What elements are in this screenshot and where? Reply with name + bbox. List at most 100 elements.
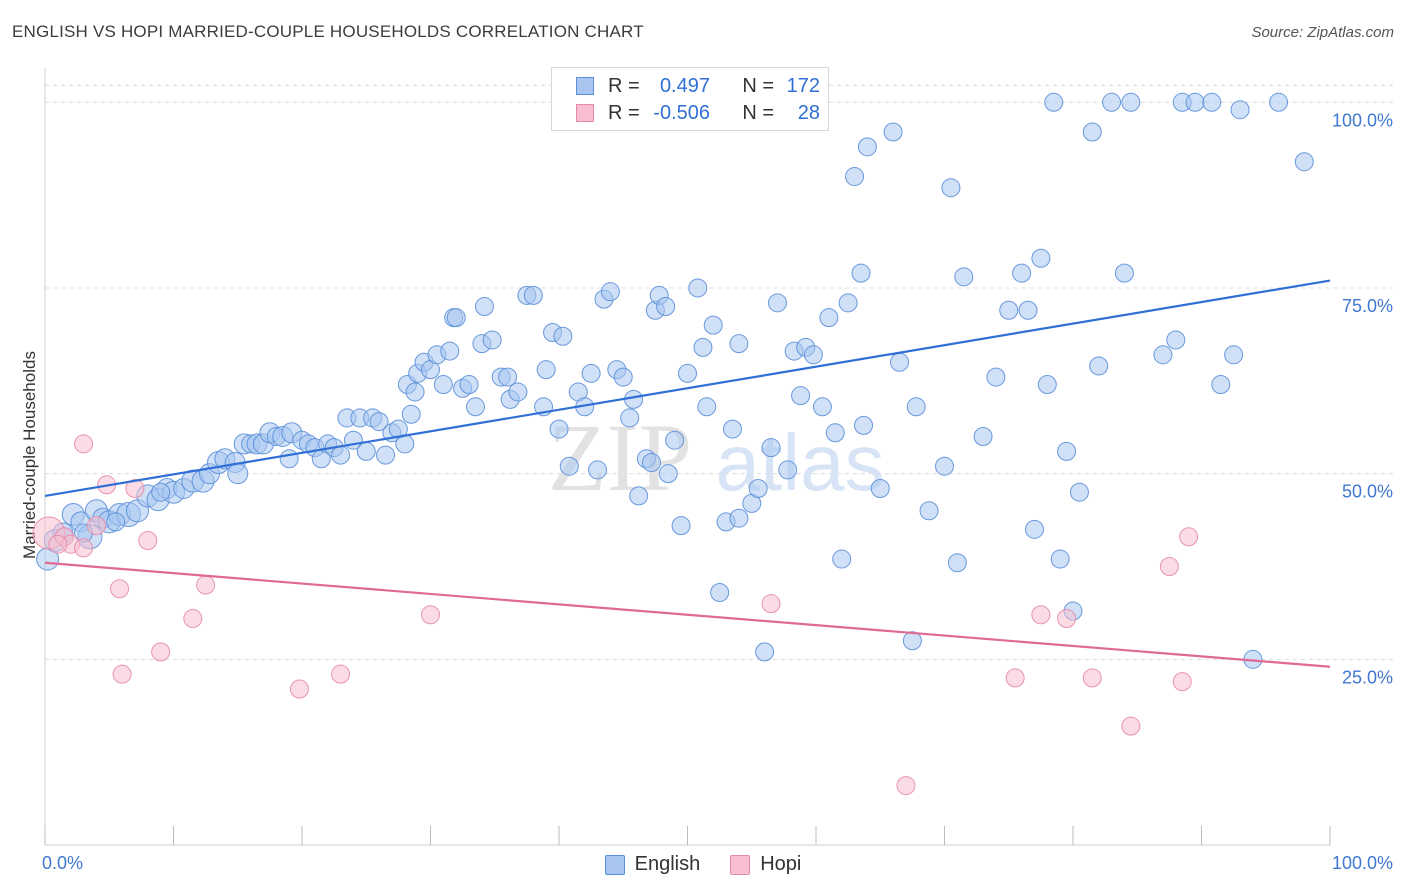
english-point	[941, 178, 961, 198]
hopi-point	[1031, 605, 1051, 625]
english-point	[671, 516, 691, 536]
english-point	[523, 285, 543, 305]
english-point	[902, 631, 922, 651]
english-r-value: 0.497	[659, 74, 710, 97]
english-point	[857, 137, 877, 157]
english-point	[954, 267, 974, 287]
english-point	[433, 375, 453, 395]
english-legend-label: English	[634, 853, 701, 875]
english-point	[693, 337, 713, 357]
y-tick-label: 25.0%	[1342, 667, 1393, 687]
english-point	[465, 397, 485, 417]
english-point	[600, 282, 620, 302]
source-credit: Source: ZipAtlas.com	[1251, 24, 1394, 41]
english-point	[688, 278, 708, 298]
chart-title: ENGLISH VS HOPI MARRIED-COUPLE HOUSEHOLD…	[12, 22, 644, 41]
series-legend: English Hopi	[0, 853, 1406, 876]
hopi-point	[1179, 527, 1199, 547]
english-point	[748, 478, 768, 498]
english-point	[761, 438, 781, 458]
hopi-swatch	[576, 104, 594, 122]
english-point	[553, 326, 573, 346]
english-point	[151, 482, 171, 502]
english-point	[1211, 375, 1231, 395]
english-point	[1044, 92, 1064, 112]
hopi-point	[1121, 716, 1141, 736]
hopi-point	[1057, 608, 1077, 628]
english-point	[1153, 345, 1173, 365]
english-point	[1269, 92, 1289, 112]
axes	[44, 68, 1331, 846]
english-point	[832, 549, 852, 569]
english-point	[1050, 549, 1070, 569]
y-tick-label: 50.0%	[1342, 482, 1393, 502]
english-legend-swatch	[604, 854, 625, 875]
english-point	[1031, 248, 1051, 268]
hopi-trend-line	[44, 561, 1331, 668]
english-point	[825, 423, 845, 443]
english-point	[401, 404, 421, 424]
english-point	[559, 456, 579, 476]
english-point	[947, 553, 967, 573]
hopi-n-value: 28	[797, 101, 820, 124]
english-point	[459, 375, 479, 395]
hopi-point	[112, 664, 132, 684]
english-point	[440, 341, 460, 361]
grid-lines	[45, 84, 1395, 660]
english-point	[767, 293, 787, 313]
legend-row-hopi: R = -0.506 N = 28	[576, 101, 820, 125]
y-tick-label: 75.0%	[1342, 296, 1393, 316]
hopi-point	[289, 679, 309, 699]
english-point	[642, 453, 662, 472]
english-point	[1069, 482, 1089, 502]
hopi-point	[196, 575, 216, 595]
hopi-n-label: N =	[742, 101, 774, 124]
english-point	[819, 308, 839, 328]
english-points	[36, 92, 1314, 669]
english-point	[812, 397, 832, 417]
legend-item-hopi[interactable]: Hopi	[730, 853, 801, 876]
english-point	[446, 308, 466, 328]
english-point	[729, 508, 749, 528]
stats-legend: R = 0.497 N = 172 R = -0.506 N = 28	[551, 67, 829, 131]
english-point	[1082, 122, 1102, 142]
english-point	[1089, 356, 1109, 376]
hopi-point	[1082, 668, 1102, 688]
hopi-point	[48, 534, 68, 554]
english-point	[581, 363, 601, 383]
english-point	[906, 397, 926, 417]
english-point	[845, 167, 865, 187]
english-point	[498, 367, 518, 387]
english-point	[778, 460, 798, 480]
hopi-legend-label: Hopi	[760, 853, 802, 875]
legend-row-english: R = 0.497 N = 172	[576, 74, 820, 98]
hopi-point	[1005, 668, 1025, 688]
english-point	[482, 330, 502, 350]
x-tick-label-min: 0.0%	[42, 853, 83, 873]
hopi-point	[1159, 556, 1179, 576]
hopi-point	[86, 516, 106, 536]
english-swatch	[576, 77, 594, 95]
english-point	[549, 419, 569, 439]
english-point	[536, 360, 556, 380]
english-point	[851, 263, 871, 283]
english-point	[697, 397, 717, 417]
hopi-point	[125, 478, 145, 498]
trend-lines	[44, 279, 1331, 668]
english-point	[1012, 263, 1032, 283]
hopi-point	[74, 538, 94, 558]
hopi-point	[138, 530, 158, 550]
english-point	[356, 441, 376, 461]
legend-item-english[interactable]: English	[604, 853, 701, 876]
english-point	[722, 419, 742, 439]
english-point	[1024, 519, 1044, 539]
english-point	[508, 382, 528, 402]
hopi-point	[74, 434, 94, 454]
english-point	[1230, 100, 1250, 120]
english-point	[973, 427, 993, 447]
english-point	[106, 512, 126, 532]
english-trend-line	[44, 279, 1331, 498]
english-point	[883, 122, 903, 142]
english-n-label: N =	[742, 74, 774, 97]
